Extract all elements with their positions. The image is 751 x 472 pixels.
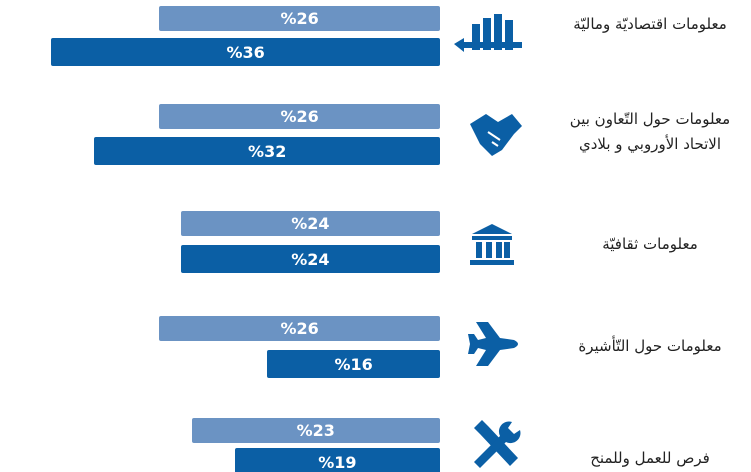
chart-icon bbox=[454, 14, 522, 52]
category-label: معلومات حول التّعاون بين الاتحاد الأوروب… bbox=[569, 110, 731, 153]
bar: %16 bbox=[267, 350, 440, 378]
bar: %26 bbox=[159, 6, 440, 31]
category-label: معلومات حول التّأشيرة bbox=[578, 337, 722, 355]
bar: %36 bbox=[51, 38, 440, 66]
handshake-icon bbox=[470, 114, 522, 156]
bar: %24 bbox=[180, 211, 440, 236]
bar: %26 bbox=[159, 104, 440, 129]
tools-icon bbox=[474, 420, 521, 468]
bar: %23 bbox=[191, 418, 440, 443]
category-label: فرص للعمل وللمنح bbox=[590, 449, 710, 467]
bar: %26 bbox=[159, 316, 440, 341]
category-label: معلومات اقتصاديّة وماليّة bbox=[573, 15, 727, 33]
bar: %19 bbox=[234, 448, 440, 472]
institution-icon bbox=[470, 224, 514, 265]
plane-icon bbox=[468, 322, 518, 366]
bar: %24 bbox=[180, 245, 440, 273]
category-label: معلومات ثقافيّة bbox=[602, 235, 698, 253]
bar: %32 bbox=[94, 137, 440, 165]
